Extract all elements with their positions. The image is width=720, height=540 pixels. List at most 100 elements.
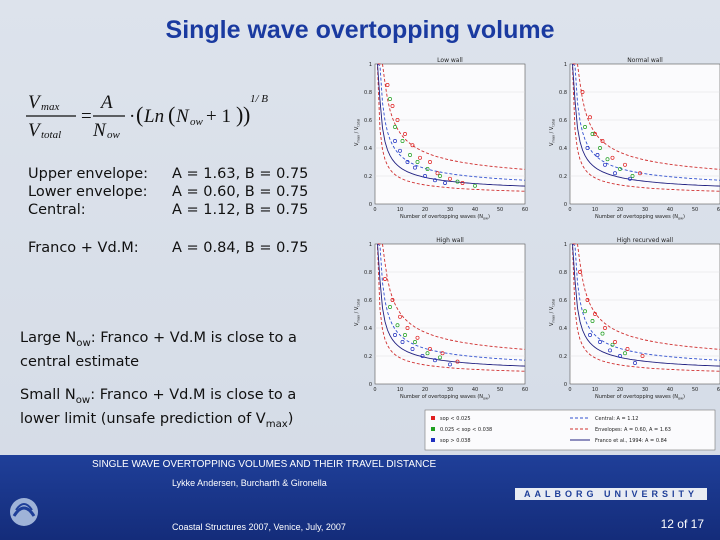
data-point — [610, 342, 615, 347]
upper-envelope-curve — [572, 243, 720, 350]
data-point — [420, 354, 425, 358]
data-point — [448, 176, 452, 181]
upper-envelope-curve — [572, 63, 720, 170]
formula: V max V total = A N ow · ( Ln ( N ow + 1… — [26, 92, 268, 141]
x-tick-label: 50 — [692, 387, 698, 393]
y-tick-label: 1 — [369, 62, 372, 68]
y-tick-label: 0.6 — [559, 118, 567, 124]
data-point — [403, 132, 407, 136]
formula-lhs-num-sub: max — [41, 101, 59, 113]
plot-area — [569, 63, 720, 205]
formula-lhs-den: V — [28, 120, 42, 141]
legend-box — [424, 409, 716, 451]
y-tick-label: 0.6 — [559, 298, 567, 304]
note-small-now: Small Now: Franco + Vd.M is close to a l… — [20, 386, 340, 434]
y-tick-label: 0 — [369, 382, 372, 388]
y-tick-label: 0.2 — [364, 174, 372, 180]
data-point — [578, 270, 582, 274]
y-axis-label-sub: total — [357, 299, 361, 307]
legend-label: sop < 0.025 — [440, 416, 471, 422]
y-tick-label: 0.8 — [364, 270, 372, 276]
y-axis-label-sub: max — [552, 135, 556, 143]
data-point — [625, 347, 630, 351]
x-axis-label-sub: ow — [678, 217, 683, 221]
plot-area — [374, 63, 526, 205]
formula-paren-close: ) — [243, 102, 250, 127]
data-point — [593, 312, 597, 316]
param-value: A = 1.63, B = 0.75 — [172, 166, 309, 182]
data-point — [428, 160, 432, 164]
franco-curve — [572, 63, 720, 187]
y-tick-label: 0.6 — [364, 298, 372, 304]
panel-title: Low wall — [437, 57, 463, 64]
data-point — [413, 165, 417, 170]
y-tick-label: 0.8 — [364, 90, 372, 96]
y-tick-label: 0.2 — [559, 354, 567, 360]
data-point — [618, 354, 622, 358]
legend-label: Franco et al., 1994: A = 0.84 — [595, 438, 667, 444]
data-point — [590, 132, 595, 136]
data-point — [608, 348, 612, 353]
data-point — [628, 176, 632, 181]
y-tick-label: 0.8 — [559, 90, 567, 96]
data-point — [600, 331, 605, 336]
data-point — [440, 351, 445, 356]
note-text: Small N — [20, 387, 76, 403]
y-tick-label: 1 — [564, 242, 567, 248]
y-tick-label: 0 — [564, 382, 567, 388]
y-axis-label-sub: total — [552, 119, 556, 127]
legend-label: Central: A = 1.12 — [595, 416, 638, 422]
x-tick-label: 0 — [568, 207, 571, 213]
note-text: : Franco + Vd.M is close to a central es… — [20, 330, 297, 370]
data-point — [638, 171, 642, 176]
data-point — [393, 125, 397, 129]
panel-title: High wall — [436, 237, 464, 244]
x-tick-label: 60 — [717, 207, 720, 213]
parameter-list: Upper envelope: A = 1.63, B = 0.75 Lower… — [28, 165, 308, 257]
data-point — [393, 139, 397, 143]
data-point — [390, 298, 395, 302]
plot-panel: High recurved wall 1 0.8 0.6 0.4 0.2 00 10 20 30 4… — [549, 237, 720, 401]
data-point — [590, 319, 595, 323]
data-point — [448, 362, 452, 367]
y-tick-label: 0.4 — [559, 146, 567, 152]
x-tick-label: 0 — [568, 387, 571, 393]
data-point — [438, 355, 442, 360]
x-axis-label-sub: ow — [483, 217, 488, 221]
plot-area — [569, 243, 720, 385]
x-tick-label: 20 — [422, 387, 428, 393]
formula-ln: Ln — [143, 106, 164, 127]
data-point — [580, 90, 585, 94]
x-tick-label: 10 — [592, 207, 598, 213]
franco-curve — [377, 243, 526, 367]
data-point — [410, 347, 415, 351]
y-tick-label: 0.4 — [559, 326, 567, 332]
data-point — [423, 174, 427, 178]
x-axis-label: Number of overtopping waves (Now) — [595, 394, 685, 401]
x-tick-label: 40 — [472, 387, 478, 393]
y-tick-label: 0.4 — [364, 326, 372, 332]
x-axis-label-tail: ) — [683, 394, 685, 400]
y-axis-label: Vmax / Vtotal — [549, 119, 556, 146]
panel-title: High recurved wall — [617, 237, 674, 244]
param-row-upper: Upper envelope: A = 1.63, B = 0.75 — [28, 165, 308, 183]
data-point — [403, 333, 407, 337]
university-banner: AALBORG UNIVERSITY — [515, 488, 707, 500]
param-label: Upper envelope: — [28, 166, 149, 182]
data-point — [593, 132, 597, 136]
franco-curve — [377, 63, 526, 187]
note-text: : Franco + Vd.M is close to a lower limi… — [20, 387, 297, 427]
footer-title: SINGLE WAVE OVERTOPPING VOLUMES AND THEI… — [92, 459, 437, 470]
y-tick-label: 0 — [564, 202, 567, 208]
param-value: A = 0.60, B = 0.75 — [172, 184, 309, 200]
central-curve — [572, 63, 720, 181]
y-axis-label-sub: max — [357, 135, 361, 143]
x-tick-label: 0 — [373, 387, 376, 393]
data-point — [600, 139, 605, 143]
data-point — [385, 83, 390, 87]
param-row-franco: Franco + Vd.M: A = 0.84, B = 0.75 — [28, 239, 308, 257]
formula-equals: = — [81, 106, 92, 127]
panel-title: Normal wall — [627, 57, 663, 64]
y-axis-label: Vmax / Vtotal — [354, 299, 361, 326]
